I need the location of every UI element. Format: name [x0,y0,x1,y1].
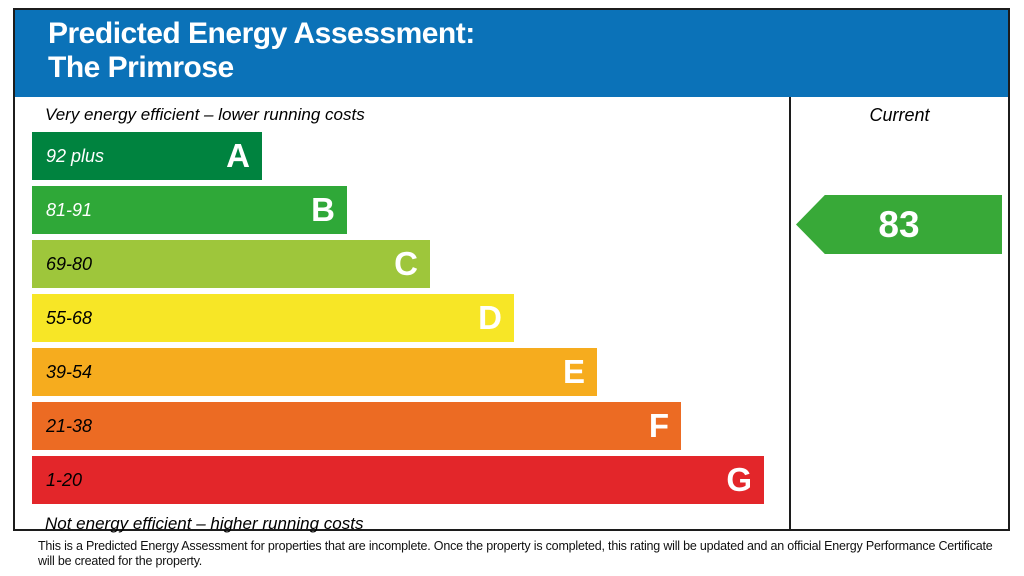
band-range-e: 39-54 [46,361,93,382]
band-letter-d: D [478,299,502,336]
band-bar-e: 39-54 E [32,348,597,396]
current-column-header: Current [869,105,930,125]
band-letter-b: B [311,191,335,228]
epc-chart-box: Predicted Energy Assessment: The Primros… [13,8,1010,533]
band-range-c: 69-80 [46,253,93,274]
band-letter-g: G [726,461,752,498]
current-rating-arrow: 83 [796,195,1002,254]
band-letter-c: C [394,245,418,282]
epc-content: Very energy efficient – lower running co… [15,97,1008,533]
top-caption: Very energy efficient – lower running co… [45,104,365,124]
band-bar-b: 81-91 B [32,186,347,234]
rating-scale-panel: Very energy efficient – lower running co… [15,97,789,533]
band-bar-f: 21-38 F [32,402,681,450]
band-letter-e: E [562,353,585,390]
band-range-b: 81-91 [46,199,93,220]
page-title-line2: The Primrose [48,51,234,84]
rating-bars: 92 plus A 81-91 B 69-80 C 55-68 D [15,132,789,504]
bottom-caption: Not energy efficient – higher running co… [45,513,364,533]
band-range-f: 21-38 [46,415,93,436]
footer-disclaimer: This is a Predicted Energy Assessment fo… [38,539,993,568]
band-bar-d: 55-68 D [32,294,514,342]
current-rating-panel: Current 83 [789,97,1008,529]
band-bar-a: 92 plus A [32,132,262,180]
page-title-line1: Predicted Energy Assessment: [48,17,475,50]
band-range-a: 92 plus [46,145,105,166]
band-letter-a: A [226,137,250,174]
band-range-g: 1-20 [46,469,83,490]
band-bar-g: 1-20 G [32,456,764,504]
band-bar-c: 69-80 C [32,240,430,288]
band-range-d: 55-68 [46,307,93,328]
page-title: Predicted Energy Assessment: The Primros… [15,10,1008,97]
current-rating-value: 83 [878,203,920,245]
band-letter-f: F [648,407,669,444]
